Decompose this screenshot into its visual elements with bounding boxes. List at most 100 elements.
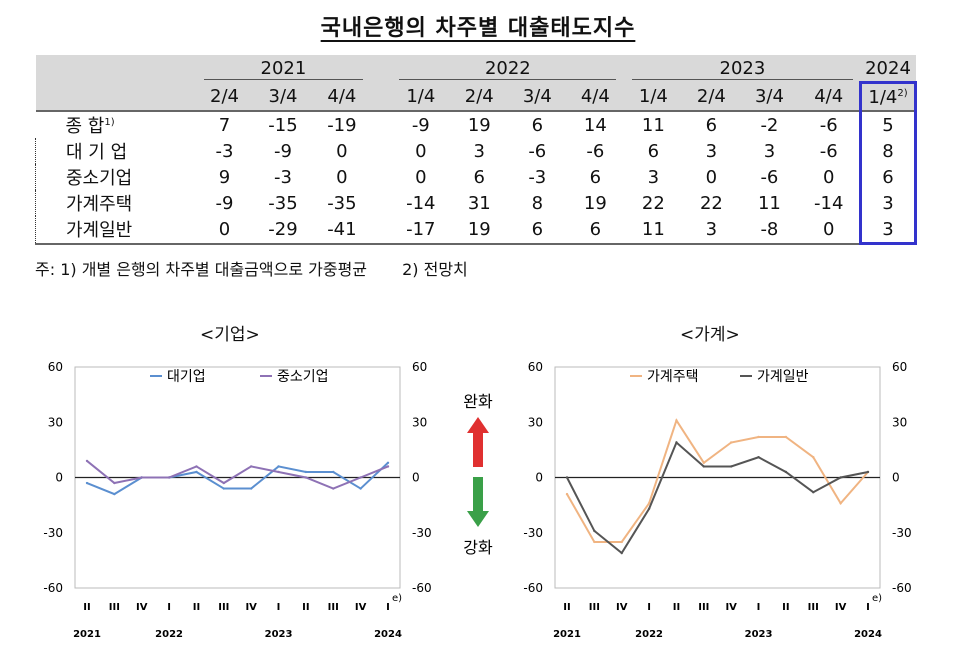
table-cell: 3	[763, 140, 776, 162]
table-cell: 3	[705, 140, 718, 162]
table-cell: 0	[195, 216, 254, 245]
easing-label: 완화	[463, 392, 493, 411]
x-tick-label: II	[193, 602, 200, 613]
corner-cell	[35, 55, 196, 83]
table-cell: 6	[647, 140, 660, 162]
cell-2024: 6	[859, 164, 917, 190]
y-tick-label-right: -60	[892, 581, 912, 595]
table-cell: -35	[268, 192, 298, 214]
y-tick-label-right: -30	[892, 526, 912, 540]
data-point	[620, 551, 623, 555]
data-point	[729, 441, 733, 444]
year-2023-label: 2023	[632, 58, 853, 80]
data-point	[113, 481, 116, 485]
table-cell: -3	[215, 140, 234, 162]
year-label: 2021	[73, 629, 101, 640]
footnote: 주: 1) 개별 은행의 차주별 대출금액으로 가중평균 2) 전망치	[35, 256, 498, 280]
series-line-1	[566, 440, 869, 555]
data-point	[702, 461, 706, 464]
x-tick-label: IV	[835, 602, 847, 613]
data-point	[757, 456, 760, 459]
table-cell: -3	[528, 166, 547, 188]
x-tick-label: III	[328, 602, 339, 613]
data-point	[332, 470, 335, 474]
data-point	[839, 476, 842, 479]
data-point	[757, 435, 760, 439]
y-tick-label-right: 30	[412, 415, 427, 429]
data-point	[647, 502, 651, 505]
y-tick-label-left: -30	[43, 526, 63, 540]
table-cell: 22	[699, 192, 723, 214]
year-label: 2024	[374, 629, 402, 640]
x-tick-label: I	[647, 602, 651, 613]
x-tick-label: IV	[725, 602, 737, 613]
data-point	[565, 476, 569, 479]
chart-title-corporate: <기업>	[200, 325, 260, 345]
x-tick-label: III	[589, 602, 600, 613]
quarter-header: 3/4	[508, 82, 567, 112]
data-point	[702, 465, 706, 468]
y-tick-label-left: -60	[523, 581, 543, 595]
quarter-header: 4/4	[312, 82, 372, 112]
legend-label: 대기업	[167, 369, 206, 385]
tightening-label: 강화	[463, 538, 493, 557]
data-point	[277, 470, 280, 474]
table-cell: -17	[391, 216, 451, 245]
y-tick-label-right: 60	[892, 360, 907, 374]
forecast-mark: e)	[872, 593, 882, 604]
quarter-header: 4/4	[566, 82, 625, 112]
table-row: 대 기 업 -3 -9 0 0 3 -6 -6 6 3 3 -6 8	[35, 138, 917, 164]
year-header-row: 2021 2022 2023 2024	[35, 55, 916, 83]
table-row: 가계일반 0 -29 -41 -17 19 6 6 11 3 -8 0 3	[35, 216, 917, 245]
data-point	[222, 487, 226, 490]
x-tick-label: II	[673, 602, 680, 613]
y-tick-label-left: 0	[535, 471, 543, 485]
year-label: 2023	[265, 629, 293, 640]
data-point	[593, 529, 596, 533]
table-cell: -6	[528, 140, 547, 162]
x-tick-label: III	[698, 602, 709, 613]
table-cell: -9	[411, 114, 430, 136]
data-point	[167, 476, 171, 479]
row-label: 가계일반	[35, 216, 196, 245]
row-label: 대 기 업	[35, 138, 196, 164]
x-tick-label: II	[302, 602, 309, 613]
data-point	[839, 502, 842, 505]
year-2023: 2023	[624, 55, 861, 83]
table-cell: -41	[312, 216, 372, 245]
forecast-note-mark: 2)	[897, 87, 908, 99]
data-point	[195, 465, 198, 468]
x-tick-label: II	[782, 602, 789, 613]
quarter-header-row: 2/4 3/4 4/4 1/4 2/4 3/4 4/4 1/4 2/4 3/4 …	[35, 81, 917, 112]
row-label: 종 합1)	[65, 116, 115, 137]
year-label: 2024	[854, 629, 882, 640]
down-arrow-icon	[467, 477, 489, 527]
data-point	[332, 487, 335, 490]
data-point	[386, 461, 390, 464]
table-cell: 11	[641, 114, 665, 136]
table-cell: 6	[705, 114, 718, 136]
year-label: 2023	[745, 629, 773, 640]
x-tick-label: I	[757, 602, 761, 613]
year-2024-label: 2024	[865, 57, 911, 79]
table-cell: -19	[327, 114, 357, 136]
quarter-header: 4/4	[798, 82, 861, 112]
data-point	[784, 435, 788, 439]
table-cell: 0	[705, 166, 718, 188]
data-point	[249, 487, 253, 490]
table-cell: -6	[760, 166, 779, 188]
table-cell: 7	[218, 114, 231, 136]
x-tick-label: III	[109, 602, 120, 613]
quarter-header: 2/4	[682, 82, 741, 112]
table-cell: 14	[583, 114, 607, 136]
data-point	[675, 441, 678, 444]
x-tick-label: IV	[355, 602, 367, 613]
data-point	[593, 540, 596, 544]
table-row: 종 합1) 7 -15 -19 -9 19 6 14 11 6 -2 -6 5	[36, 111, 917, 138]
year-label: 2022	[155, 629, 183, 640]
table-cell: 19	[583, 192, 607, 214]
table-cell: 0	[415, 140, 427, 162]
data-point	[277, 465, 280, 468]
